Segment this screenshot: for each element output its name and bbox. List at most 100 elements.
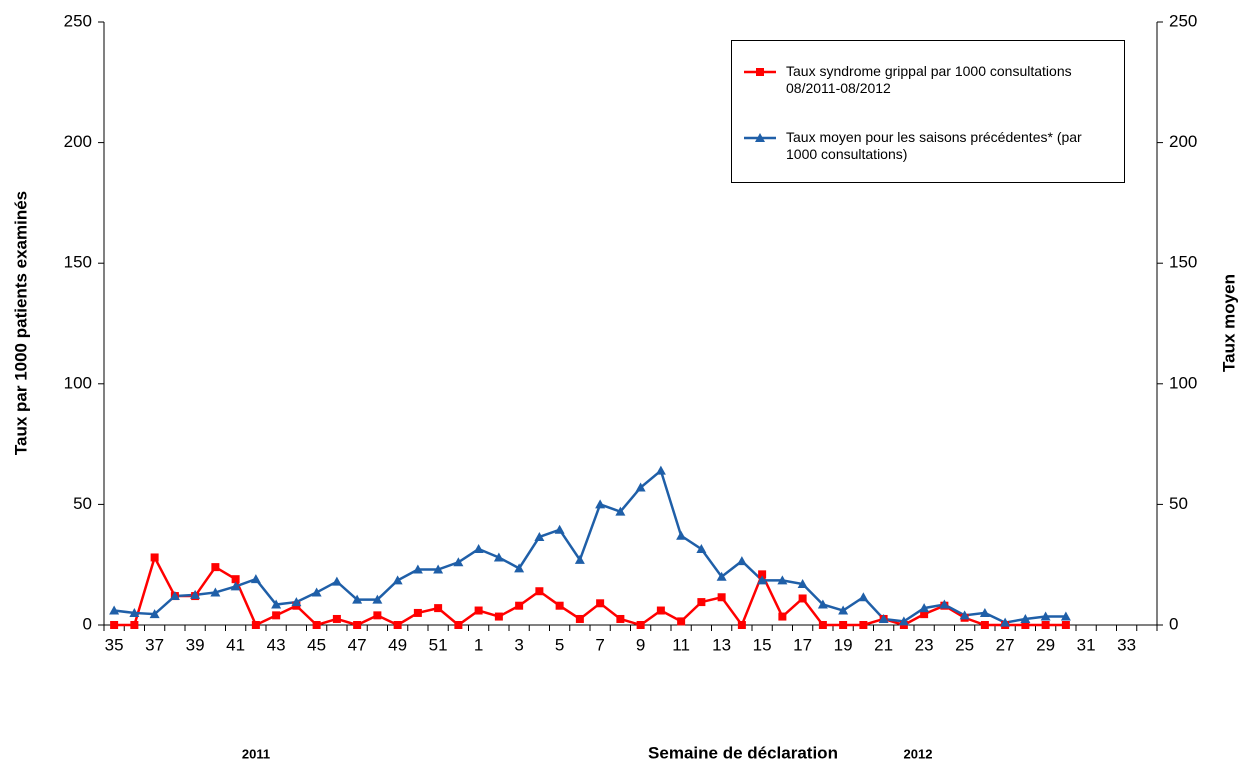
marker: [211, 563, 220, 572]
y2-axis-title: Taux moyen: [1219, 274, 1238, 372]
x-axis-title: Semaine de déclaration: [648, 743, 838, 762]
x-tick-label: 13: [712, 635, 731, 654]
x-tick-label: 47: [348, 635, 367, 654]
marker: [535, 587, 544, 596]
marker: [150, 553, 159, 562]
marker: [272, 611, 281, 620]
y-tick-label: 200: [64, 132, 92, 151]
marker: [110, 621, 119, 629]
marker: [352, 594, 363, 604]
marker: [777, 575, 788, 585]
marker: [858, 592, 869, 602]
y-tick-label: 100: [64, 373, 92, 392]
marker: [494, 612, 503, 621]
series-line: [113, 468, 1066, 624]
marker: [130, 621, 139, 629]
marker: [169, 591, 180, 601]
marker: [373, 611, 382, 620]
marker: [979, 607, 990, 617]
marker: [595, 499, 606, 509]
x-tick-label: 45: [307, 635, 326, 654]
marker: [271, 599, 282, 609]
marker: [109, 605, 120, 615]
x-tick-label: 5: [555, 635, 564, 654]
x-tick-label: 49: [388, 635, 407, 654]
x-tick-label: 39: [186, 635, 205, 654]
x-tick-label: 29: [1036, 635, 1055, 654]
marker: [635, 482, 646, 492]
marker: [838, 605, 849, 615]
marker: [331, 576, 342, 586]
y-tick-label: 0: [83, 614, 92, 633]
marker: [939, 599, 950, 609]
x-tick-label: 51: [429, 635, 448, 654]
marker: [312, 621, 321, 629]
marker: [575, 614, 584, 623]
marker: [636, 621, 645, 629]
x-tick-label: 3: [514, 635, 523, 654]
y-tick-label: 250: [64, 11, 92, 30]
marker: [190, 589, 201, 599]
marker: [291, 597, 302, 607]
marker: [433, 564, 444, 574]
x-tick-label: 25: [955, 635, 974, 654]
marker: [1021, 621, 1030, 629]
marker: [1061, 621, 1070, 629]
marker: [554, 524, 565, 534]
marker: [434, 604, 443, 613]
marker: [878, 613, 889, 623]
marker: [453, 557, 464, 567]
marker: [392, 575, 403, 585]
x-tick-label: 43: [267, 635, 286, 654]
marker: [534, 531, 545, 541]
marker: [149, 609, 160, 619]
x-tick-label: 31: [1077, 635, 1096, 654]
legend: Taux syndrome grippal par 1000 consultat…: [731, 40, 1125, 183]
marker: [129, 607, 140, 617]
marker: [697, 598, 706, 607]
marker: [251, 621, 260, 629]
marker: [412, 564, 423, 574]
y-axis-title: Taux par 1000 patients examinés: [11, 191, 30, 455]
x-tick-label: 41: [226, 635, 245, 654]
marker: [473, 544, 484, 554]
marker: [1041, 621, 1050, 629]
x-tick-label: 9: [636, 635, 645, 654]
marker: [1060, 611, 1071, 621]
marker: [656, 606, 665, 615]
x-tick-label: 7: [595, 635, 604, 654]
legend-swatch: [744, 133, 776, 142]
y2-tick-label: 150: [1169, 253, 1197, 272]
marker: [716, 571, 727, 581]
marker: [515, 601, 524, 610]
marker: [797, 578, 808, 588]
x-tick-label: 23: [915, 635, 934, 654]
marker: [778, 612, 787, 621]
marker: [920, 610, 929, 619]
x-tick-label: 37: [145, 635, 164, 654]
marker: [655, 465, 666, 475]
year-label: 2012: [904, 746, 933, 761]
marker: [210, 587, 221, 597]
marker: [980, 621, 989, 629]
marker: [859, 621, 868, 629]
marker: [1020, 613, 1031, 623]
x-tick-label: 21: [874, 635, 893, 654]
y-tick-label: 150: [64, 253, 92, 272]
marker: [1000, 617, 1011, 627]
x-tick-label: 19: [834, 635, 853, 654]
marker: [839, 621, 848, 629]
x-tick-label: 15: [753, 635, 772, 654]
legend-label: Taux moyen pour les saisons précédentes*…: [786, 129, 1082, 162]
x-tick-label: 27: [996, 635, 1015, 654]
marker: [615, 506, 626, 516]
marker: [919, 603, 930, 613]
y2-tick-label: 0: [1169, 614, 1178, 633]
marker: [817, 599, 828, 609]
marker: [413, 608, 422, 617]
marker: [756, 68, 764, 76]
x-tick-label: 1: [474, 635, 483, 654]
y-tick-label: 50: [73, 494, 92, 513]
marker: [736, 556, 747, 566]
